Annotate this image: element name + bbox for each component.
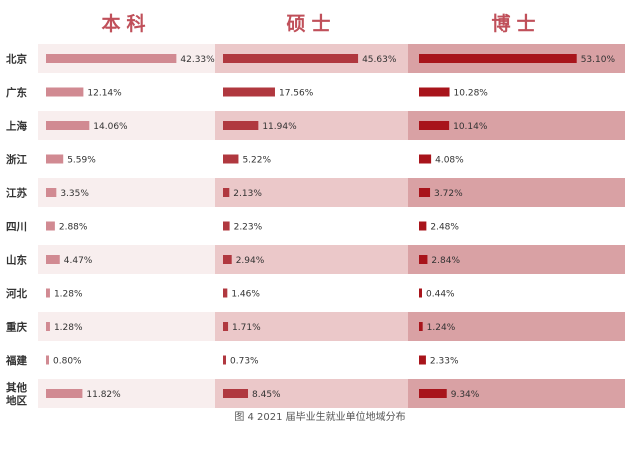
bar-2-2	[419, 121, 450, 130]
row-band-1-6	[215, 245, 408, 274]
bar-0-4	[46, 188, 57, 197]
bar-2-6	[419, 255, 428, 264]
figure-caption: 图 4 2021 届毕业生就业单位地域分布	[234, 412, 406, 423]
value-label-1-0: 45.63%	[362, 55, 397, 65]
bar-0-10	[46, 389, 83, 398]
bar-1-7	[223, 288, 228, 298]
bar-2-1	[419, 87, 450, 97]
bar-1-6	[223, 255, 232, 264]
value-label-0-4: 3.35%	[60, 189, 89, 199]
bar-1-9	[223, 355, 226, 365]
bar-1-5	[223, 221, 230, 231]
value-label-2-1: 10.28%	[454, 89, 489, 99]
row-label-1: 广东	[6, 86, 27, 99]
value-label-2-2: 10.14%	[453, 122, 488, 132]
value-label-0-7: 1.28%	[54, 290, 83, 300]
value-label-0-1: 12.14%	[87, 89, 122, 99]
row-label-5: 四川	[6, 221, 27, 233]
value-label-2-8: 1.24%	[427, 323, 456, 333]
value-label-2-4: 3.72%	[434, 189, 463, 199]
value-label-0-8: 1.28%	[54, 323, 83, 333]
bar-2-7	[419, 288, 422, 298]
value-label-2-6: 2.84%	[431, 256, 460, 266]
bar-0-9	[46, 355, 49, 365]
row-label-2: 上海	[6, 120, 27, 133]
value-label-1-10: 8.45%	[252, 390, 281, 400]
bar-2-3	[419, 154, 432, 164]
row-label-6: 山东	[6, 254, 27, 267]
row-label-7: 河北	[6, 287, 27, 300]
row-band-1-8	[215, 312, 408, 341]
row-label-3: 浙江	[6, 153, 27, 166]
row-label-10-line-0: 其他	[6, 381, 27, 394]
value-label-0-2: 14.06%	[93, 122, 128, 132]
value-label-1-2: 11.94%	[262, 122, 297, 132]
bar-1-3	[223, 154, 239, 164]
column-header-0: 本科	[101, 12, 151, 35]
column-header-1: 硕士	[286, 13, 336, 35]
value-label-2-10: 9.34%	[451, 390, 480, 400]
row-band-2-4	[408, 178, 625, 207]
bar-0-0	[46, 54, 177, 63]
row-band-0-6	[38, 245, 215, 274]
value-label-1-1: 17.56%	[279, 89, 314, 99]
bar-2-5	[419, 221, 427, 231]
value-label-2-7: 0.44%	[426, 290, 455, 300]
value-label-0-6: 4.47%	[64, 256, 93, 266]
bar-0-3	[46, 154, 64, 164]
row-label-4: 江苏	[6, 187, 27, 200]
value-label-1-3: 5.22%	[242, 156, 271, 166]
value-label-0-9: 0.80%	[53, 357, 82, 367]
bar-0-7	[46, 288, 50, 298]
row-band-0-8	[38, 312, 215, 341]
row-band-2-6	[408, 245, 625, 274]
bar-1-0	[223, 54, 359, 63]
bar-2-0	[419, 54, 577, 63]
bar-1-10	[223, 389, 249, 398]
value-label-1-9: 0.73%	[230, 357, 259, 367]
value-label-0-10: 11.82%	[86, 390, 121, 400]
value-label-1-8: 1.71%	[232, 323, 261, 333]
bar-2-4	[419, 188, 431, 197]
bar-1-4	[223, 188, 230, 197]
bar-1-8	[223, 322, 229, 331]
column-header-2: 博士	[491, 12, 541, 35]
bar-2-10	[419, 389, 447, 398]
row-band-2-8	[408, 312, 625, 341]
bar-1-1	[223, 87, 275, 97]
value-label-1-7: 1.46%	[231, 290, 260, 300]
value-label-1-4: 2.13%	[233, 189, 262, 199]
value-label-2-5: 2.48%	[430, 223, 459, 233]
bar-2-9	[419, 355, 426, 365]
value-label-2-9: 2.33%	[430, 357, 459, 367]
bar-1-2	[223, 121, 259, 130]
row-label-10-line-1: 地区	[6, 394, 27, 407]
bar-0-1	[46, 87, 84, 97]
row-label-9: 福建	[5, 354, 27, 367]
row-label-0: 北京	[6, 53, 27, 66]
row-label-8: 重庆	[6, 321, 27, 334]
bar-0-6	[46, 255, 60, 264]
bar-0-8	[46, 322, 50, 331]
bar-0-5	[46, 221, 55, 231]
value-label-1-6: 2.94%	[236, 256, 265, 266]
value-label-0-0: 42.33%	[180, 55, 215, 65]
value-label-1-5: 2.23%	[234, 223, 263, 233]
value-label-0-3: 5.59%	[67, 156, 96, 166]
bar-0-2	[46, 121, 90, 130]
value-label-0-5: 2.88%	[59, 223, 88, 233]
bar-2-8	[419, 322, 423, 331]
value-label-2-0: 53.10%	[581, 55, 616, 65]
row-band-0-4	[38, 178, 215, 207]
row-band-1-4	[215, 178, 408, 207]
value-label-2-3: 4.08%	[435, 156, 464, 166]
